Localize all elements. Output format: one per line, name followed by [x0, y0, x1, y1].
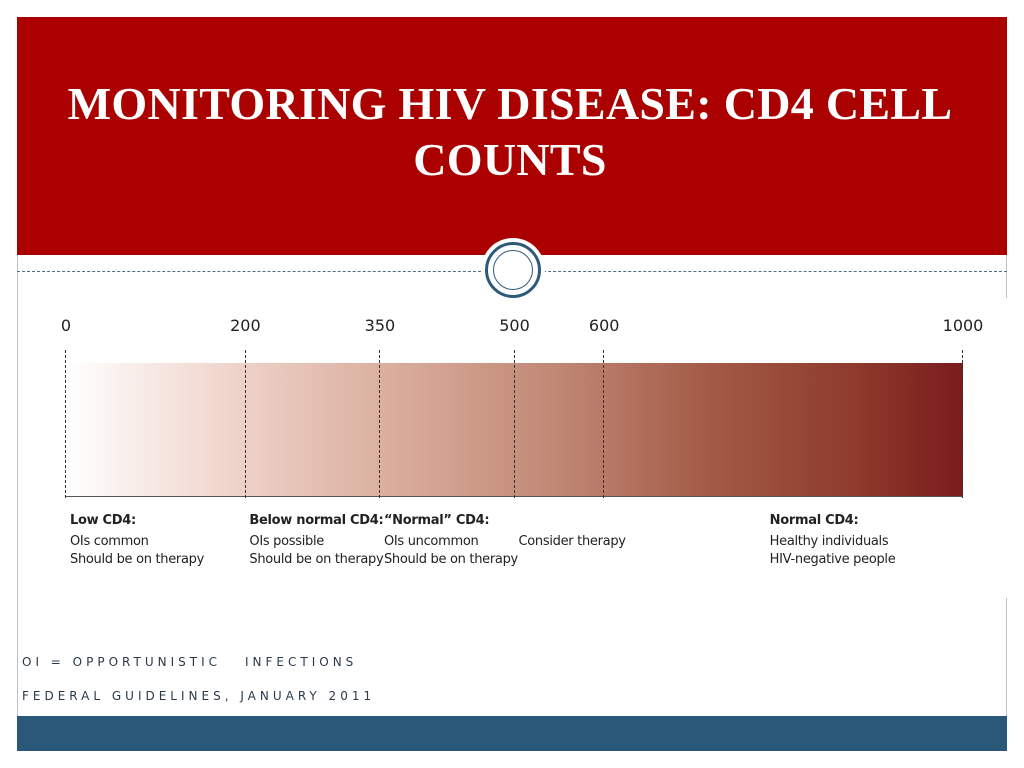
zone-description: Normal CD4: Healthy individuals HIV-negati…: [770, 512, 896, 569]
footer-band: [17, 716, 1007, 751]
ornament-outer-ring: [485, 242, 541, 298]
tick-line-600: [603, 350, 605, 498]
zone-detail-line: OIs common: [70, 534, 149, 549]
zone-detail-line: Consider therapy: [518, 534, 626, 549]
tick-label-600: 600: [588, 316, 620, 335]
zone-description: “Normal” CD4: OIs uncommon Should be on th…: [384, 512, 518, 569]
zone-description: Low CD4: OIs common Should be on therapy: [70, 512, 204, 569]
tick-label-1000: 1000: [942, 316, 984, 335]
footnote-oi-definition: OI = OPPORTUNISTIC INFECTIONS: [22, 655, 357, 669]
footnote-guidelines-source: FEDERAL GUIDELINES, JANUARY 2011: [22, 689, 376, 703]
zone-detail-line: HIV-negative people: [769, 552, 896, 567]
title-banner: [17, 17, 1007, 255]
tick-label-200: 200: [230, 316, 261, 335]
zone-detail-line: Should be on therapy: [249, 552, 384, 567]
tick-label-500: 500: [499, 316, 530, 335]
footnote-oi-meaning: INFECTIONS: [245, 655, 358, 669]
zone-detail-line: Healthy individuals: [769, 534, 889, 549]
zone-description: Below normal CD4: OIs possible Should be o…: [249, 512, 383, 569]
tick-line-350: [379, 350, 381, 498]
zone-detail-line: OIs possible: [249, 534, 324, 549]
zone-detail-line: Should be on therapy: [383, 552, 518, 567]
tick-line-0: [65, 350, 67, 498]
cd4-scale-diagram: 0 200 350 500 600 1000 Low CD4: OIs common Shou…: [40, 300, 1000, 600]
ornament-inner-ring: [493, 250, 533, 290]
right-edge-mask: [1005, 298, 1007, 598]
tick-line-1000: [962, 350, 964, 498]
tick-line-500: [513, 350, 515, 498]
zone-detail-line: OIs uncommon: [383, 534, 479, 549]
zone-heading: “Normal” CD4:: [383, 513, 490, 528]
tick-line-200: [244, 350, 246, 498]
footnote-oi-term: OI = OPPORTUNISTIC: [22, 655, 221, 669]
tick-label-0: 0: [60, 316, 72, 335]
slide-title: MONITORING HIV DISEASE: CD4 CELL COUNTS: [67, 78, 953, 185]
zone-heading: Below normal CD4:: [249, 513, 384, 528]
zone-heading: Normal CD4:: [769, 513, 859, 528]
zone-heading: Low CD4:: [70, 513, 136, 528]
circle-ornament-icon: [481, 238, 545, 302]
zone-description: Consider therapy: [519, 533, 626, 551]
tick-label-350: 350: [364, 316, 396, 335]
zone-detail-line: Should be on therapy: [70, 552, 204, 567]
